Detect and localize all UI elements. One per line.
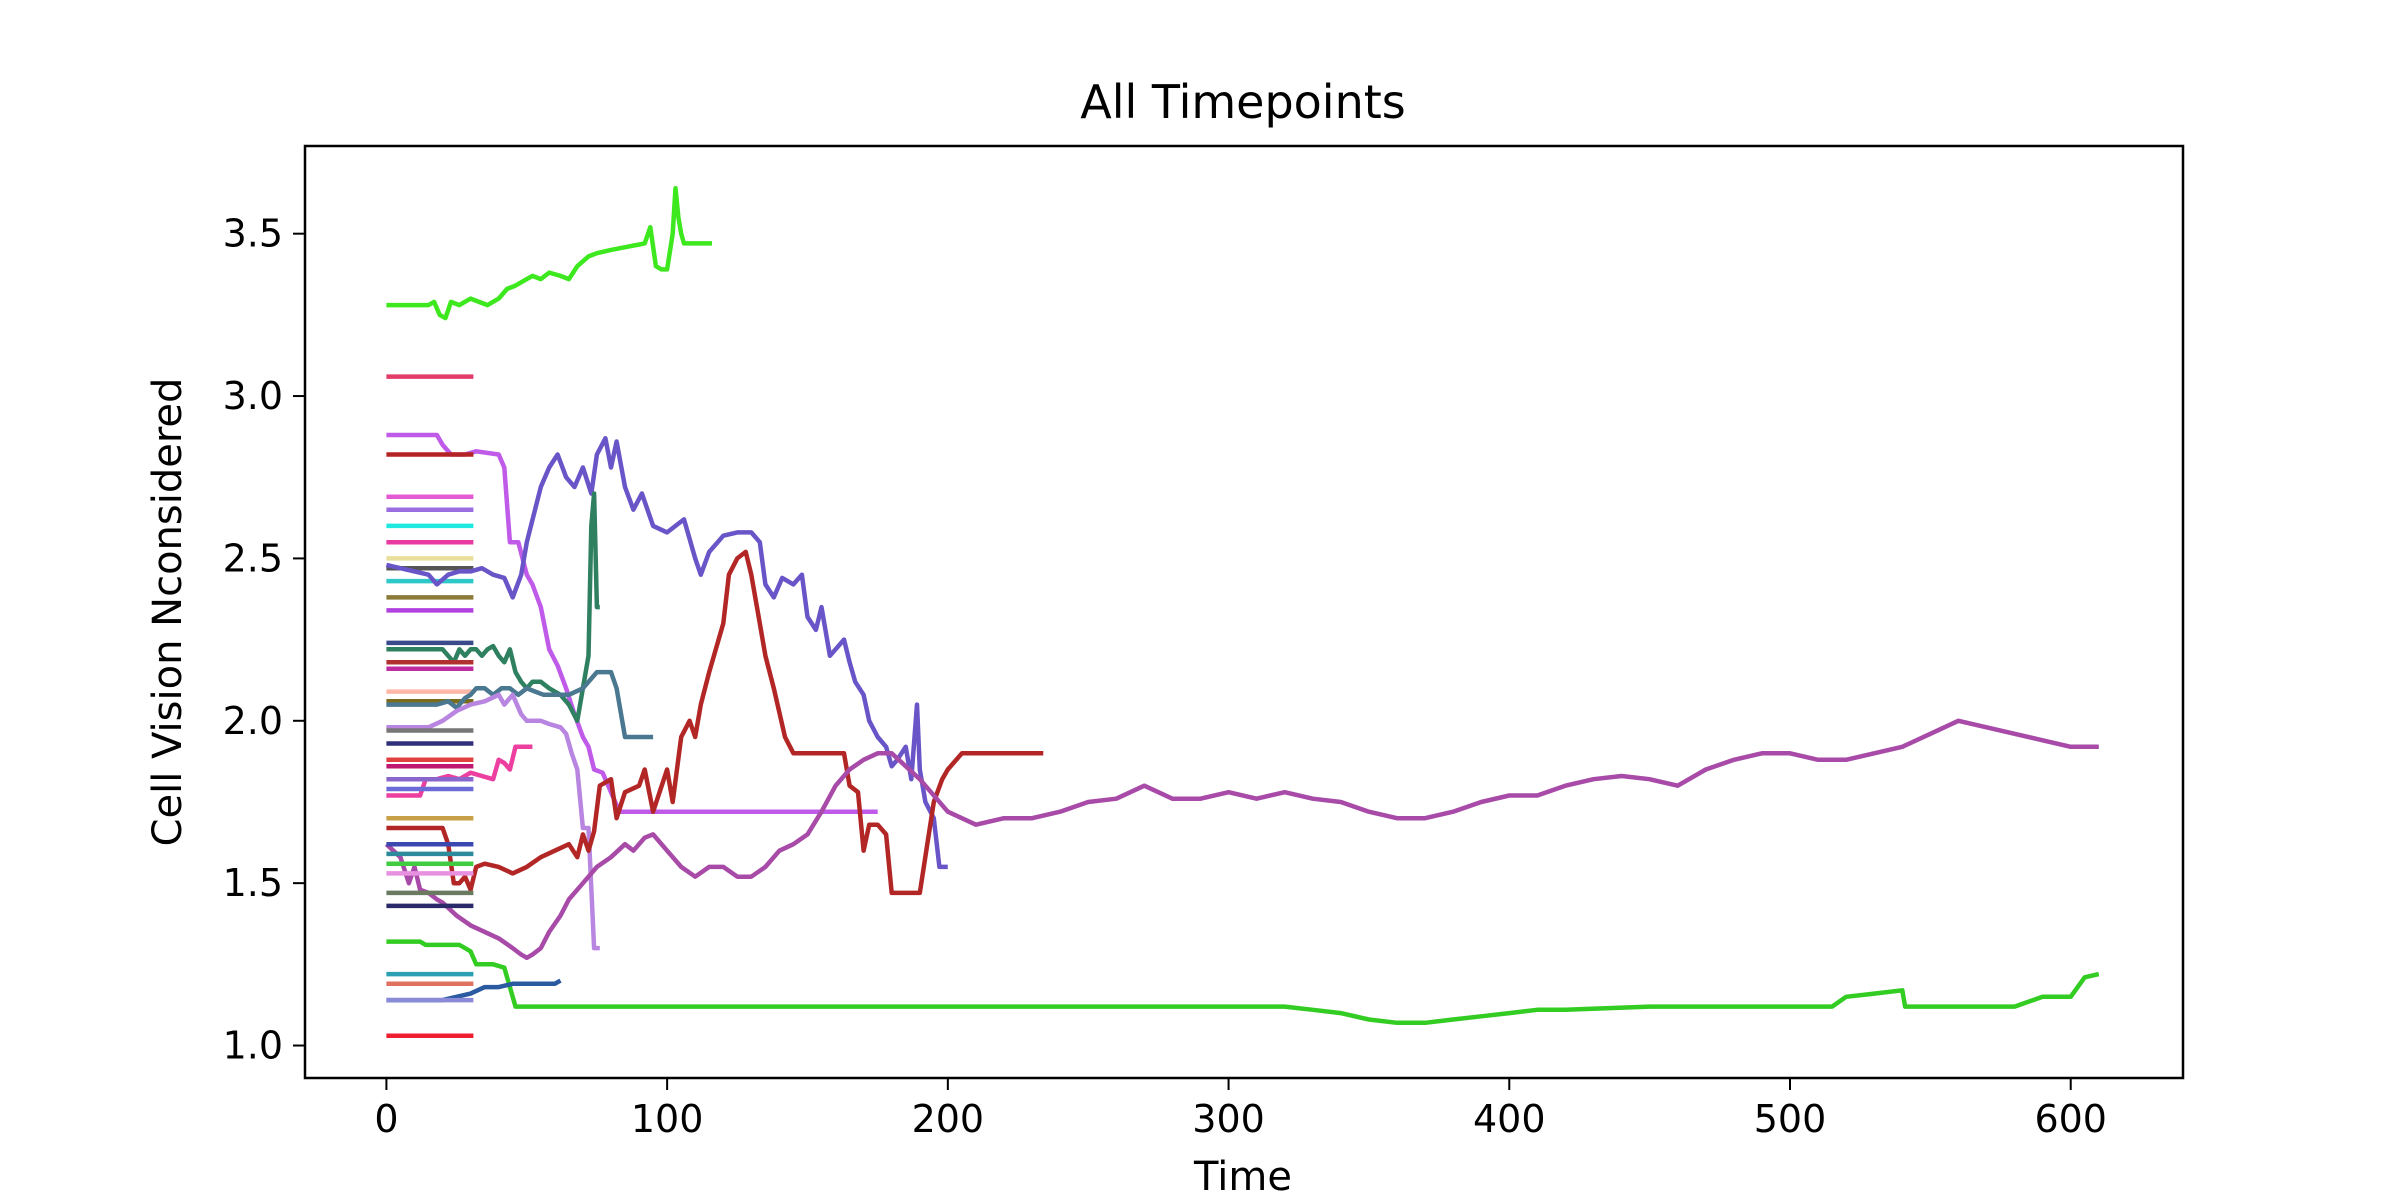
series-line bbox=[386, 549, 1044, 896]
y-tick-label: 1.5 bbox=[223, 861, 283, 905]
series-line bbox=[385, 436, 948, 870]
x-tick-label: 400 bbox=[1473, 1097, 1546, 1141]
y-tick-label: 1.0 bbox=[223, 1024, 283, 1068]
x-tick-label: 500 bbox=[1754, 1097, 1827, 1141]
series-group bbox=[384, 185, 2100, 1039]
y-axis-label: Cell Vision Nconsidered bbox=[145, 378, 191, 847]
y-axis: 1.0 1.5 2.0 2.5 3.0 3.5 bbox=[223, 212, 305, 1068]
x-tick-label: 200 bbox=[912, 1097, 985, 1141]
series-line bbox=[386, 669, 654, 740]
x-tick-label: 600 bbox=[2034, 1097, 2107, 1141]
y-tick-label: 3.5 bbox=[223, 212, 283, 256]
y-tick-label: 2.5 bbox=[223, 536, 283, 580]
x-axis: 0 100 200 300 400 500 600 bbox=[374, 1078, 2107, 1141]
chart-title: All Timepoints bbox=[1080, 75, 1406, 129]
y-tick-label: 2.0 bbox=[223, 699, 283, 743]
x-tick-label: 100 bbox=[631, 1097, 704, 1141]
series-line bbox=[386, 491, 600, 724]
x-tick-label: 300 bbox=[1192, 1097, 1265, 1141]
series-line bbox=[386, 939, 2100, 1026]
x-axis-label: Time bbox=[1193, 1154, 1292, 1200]
series-line bbox=[386, 692, 600, 951]
plot-frame bbox=[303, 144, 2185, 1080]
series-line bbox=[386, 185, 712, 321]
series-line bbox=[384, 718, 2099, 961]
x-tick-label: 0 bbox=[374, 1097, 398, 1141]
y-tick-label: 3.0 bbox=[223, 374, 283, 418]
